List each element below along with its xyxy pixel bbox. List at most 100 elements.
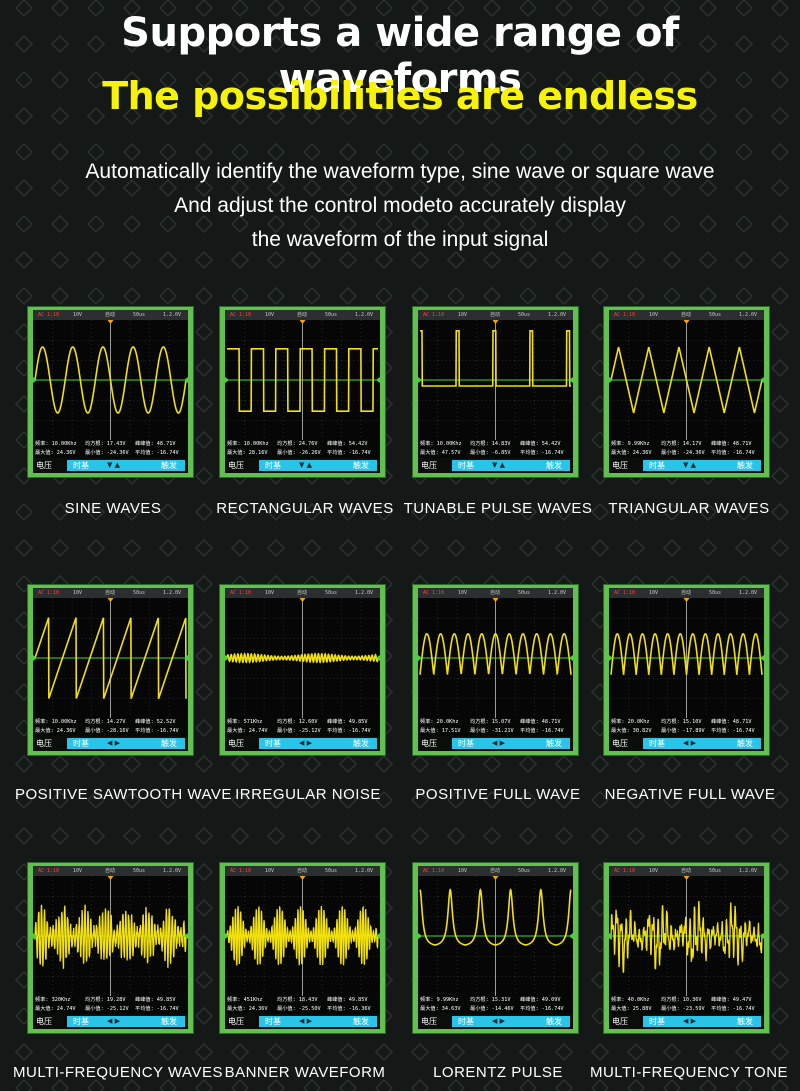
frequency-readout: 频率: 10.00Khz <box>35 441 77 447</box>
timebase-button[interactable]: 时基 <box>73 739 89 748</box>
min-readout: 最小值: -24.36V <box>661 449 705 456</box>
trigger-button[interactable]: 触发 <box>546 739 562 748</box>
scope-status-bar: AC 1:10 10V 自动 50us 1.2.0V <box>418 866 573 876</box>
up-down-arrows-icon[interactable]: ▼ ▲ <box>492 461 505 469</box>
trigger-button[interactable]: 触发 <box>161 461 177 470</box>
rms-readout: 均方根: 17.43V <box>85 441 126 447</box>
volts-per-div: 10V <box>73 868 83 874</box>
voltage-button[interactable]: 电压 <box>612 739 628 748</box>
max-readout: 最大值: 28.16V <box>227 449 268 456</box>
oscilloscope-screen: AC 1:10 10V 自动 50us 1.2.0V 频率: 571Khz 均方根: 12.… <box>219 584 386 756</box>
up-down-arrows-icon[interactable]: ◀ ▶ <box>683 1017 696 1025</box>
control-strip: 时基 ◀ ▶ 触发 <box>452 738 570 749</box>
waveform-trace <box>610 632 763 675</box>
time-per-div: 50us <box>133 868 146 874</box>
voltage-button[interactable]: 电压 <box>228 461 244 470</box>
trigger-button[interactable]: 触发 <box>353 461 369 470</box>
timebase-button[interactable]: 时基 <box>649 1017 665 1026</box>
time-per-div: 50us <box>325 590 338 596</box>
voltage-button[interactable]: 电压 <box>36 1017 52 1026</box>
timebase-button[interactable]: 时基 <box>265 1017 281 1026</box>
min-readout: 最小值: -26.26V <box>277 449 321 456</box>
voltage-button[interactable]: 电压 <box>228 1017 244 1026</box>
time-per-div: 50us <box>518 868 531 874</box>
voltage-button[interactable]: 电压 <box>421 461 437 470</box>
voltage-button[interactable]: 电压 <box>36 461 52 470</box>
trigger-button[interactable]: 触发 <box>546 461 562 470</box>
control-strip: 时基 ◀ ▶ 触发 <box>67 738 185 749</box>
trigger-level: 1.2.0V <box>163 312 182 318</box>
up-down-arrows-icon[interactable]: ▼ ▲ <box>107 461 120 469</box>
average-readout: 平均值: -16.36V <box>327 1005 371 1012</box>
waveform-card: AC 1:10 10V 自动 50us 1.2.0V 频率: 571Khz 均方根: 12.… <box>219 584 386 756</box>
trigger-marker-icon <box>299 320 306 324</box>
voltage-button[interactable]: 电压 <box>36 739 52 748</box>
description-line-1: Automatically identify the waveform type… <box>85 160 715 183</box>
up-down-arrows-icon[interactable]: ◀ ▶ <box>299 739 312 747</box>
scope-status-bar: AC 1:10 10V 自动 50us 1.2.0V <box>225 866 380 876</box>
frequency-readout: 频率: 571Khz <box>227 719 263 725</box>
waveform-caption: RECTANGULAR WAVES <box>216 500 394 517</box>
timebase-button[interactable]: 时基 <box>458 1017 474 1026</box>
measurement-panel: 频率: 10.00Khz 均方根: 14.27V 峰峰值: 52.52V 最大值: 2… <box>33 718 188 736</box>
waveform-card: AC 1:10 10V 自动 50us 1.2.0V 频率: 10.00Khz 均方根: 2… <box>219 306 386 478</box>
trigger-button[interactable]: 触发 <box>353 739 369 748</box>
timebase-button[interactable]: 时基 <box>265 461 281 470</box>
rms-readout: 均方根: 12.60V <box>277 719 318 725</box>
waveform-plot <box>33 320 188 440</box>
waveform-card: AC 1:10 10V 自动 50us 1.2.0V 频率: 20.0Khz 均方根: 15… <box>412 584 579 756</box>
timebase-button[interactable]: 时基 <box>649 739 665 748</box>
trigger-level: 1.2.0V <box>355 868 374 874</box>
peak-to-peak-readout: 峰峰值: 54.42V <box>520 441 561 447</box>
min-readout: 最小值: -28.16V <box>85 727 129 734</box>
trigger-button[interactable]: 触发 <box>737 461 753 470</box>
up-down-arrows-icon[interactable]: ◀ ▶ <box>107 1017 120 1025</box>
auto-mode: 自动 <box>490 590 501 596</box>
frequency-readout: 频率: 40.0Khz <box>611 997 650 1003</box>
up-down-arrows-icon[interactable]: ◀ ▶ <box>492 739 505 747</box>
auto-mode: 自动 <box>681 312 692 318</box>
timebase-button[interactable]: 时基 <box>458 461 474 470</box>
voltage-button[interactable]: 电压 <box>612 461 628 470</box>
timebase-button[interactable]: 时基 <box>265 739 281 748</box>
control-strip: 时基 ▼ ▲ 触发 <box>67 460 185 471</box>
voltage-button[interactable]: 电压 <box>612 1017 628 1026</box>
up-down-arrows-icon[interactable]: ◀ ▶ <box>492 1017 505 1025</box>
trigger-button[interactable]: 触发 <box>737 739 753 748</box>
min-readout: 最小值: -14.46V <box>470 1005 514 1012</box>
main-subtitle: The possibilities are endless <box>102 74 698 118</box>
up-down-arrows-icon[interactable]: ▼ ▲ <box>299 461 312 469</box>
waveform-caption: TUNABLE PULSE WAVES <box>403 500 593 517</box>
channel-coupling: AC 1:10 <box>38 590 60 596</box>
max-readout: 最大值: 47.57V <box>420 449 461 456</box>
waveform-caption: MULTI-FREQUENCY TONE <box>589 1064 789 1081</box>
rms-readout: 均方根: 15.07V <box>470 719 511 725</box>
waveform-trace <box>419 632 572 676</box>
oscilloscope-screen: AC 1:10 10V 自动 50us 1.2.0V 频率: 10.00Khz 均方根: 2… <box>219 306 386 478</box>
voltage-button[interactable]: 电压 <box>421 739 437 748</box>
trigger-button[interactable]: 触发 <box>737 1017 753 1026</box>
trigger-level: 1.2.0V <box>548 868 567 874</box>
waveform-caption: BANNER WAVEFORM <box>224 1064 386 1081</box>
rms-readout: 均方根: 19.28V <box>85 997 126 1003</box>
scope-control-bar: 电压 时基 ◀ ▶ 触发 <box>609 736 764 751</box>
up-down-arrows-icon[interactable]: ▼ ▲ <box>683 461 696 469</box>
timebase-button[interactable]: 时基 <box>649 461 665 470</box>
scope-status-bar: AC 1:10 10V 自动 50us 1.2.0V <box>418 588 573 598</box>
up-down-arrows-icon[interactable]: ◀ ▶ <box>107 739 120 747</box>
trigger-button[interactable]: 触发 <box>161 1017 177 1026</box>
trigger-button[interactable]: 触发 <box>353 1017 369 1026</box>
rms-readout: 均方根: 14.27V <box>85 719 126 725</box>
timebase-button[interactable]: 时基 <box>73 461 89 470</box>
up-down-arrows-icon[interactable]: ◀ ▶ <box>683 739 696 747</box>
waveform-plot <box>609 320 764 440</box>
waveform-trace <box>34 346 187 414</box>
voltage-button[interactable]: 电压 <box>228 739 244 748</box>
average-readout: 平均值: -16.74V <box>135 727 179 734</box>
timebase-button[interactable]: 时基 <box>458 739 474 748</box>
timebase-button[interactable]: 时基 <box>73 1017 89 1026</box>
trigger-button[interactable]: 触发 <box>546 1017 562 1026</box>
voltage-button[interactable]: 电压 <box>421 1017 437 1026</box>
up-down-arrows-icon[interactable]: ◀ ▶ <box>299 1017 312 1025</box>
trigger-button[interactable]: 触发 <box>161 739 177 748</box>
